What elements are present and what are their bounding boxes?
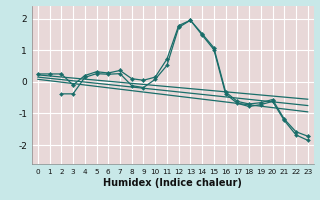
X-axis label: Humidex (Indice chaleur): Humidex (Indice chaleur) — [103, 178, 242, 188]
